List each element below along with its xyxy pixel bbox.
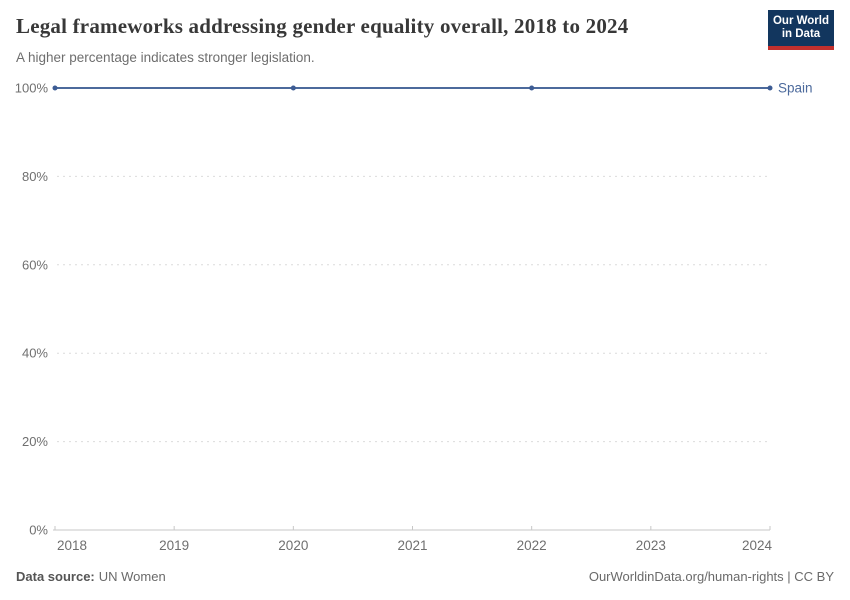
- x-tick-label: 2024: [742, 538, 773, 553]
- page-title: Legal frameworks addressing gender equal…: [16, 14, 629, 38]
- data-source-value: UN Women: [98, 569, 166, 584]
- credit-line[interactable]: OurWorldinData.org/human-rights | CC BY: [588, 569, 834, 584]
- y-tick-label: 40%: [22, 346, 48, 361]
- owid-logo: Our World in Data: [768, 10, 834, 50]
- y-tick-label: 100%: [15, 81, 49, 96]
- x-tick-label: 2022: [517, 538, 547, 553]
- y-tick-label: 80%: [22, 169, 48, 184]
- data-point-marker[interactable]: [52, 85, 58, 91]
- data-point-marker[interactable]: [529, 85, 535, 91]
- data-source: Data source: UN Women: [16, 569, 166, 584]
- data-point-marker[interactable]: [290, 85, 296, 91]
- data-source-label: Data source:: [16, 569, 95, 584]
- x-tick-label: 2018: [57, 538, 87, 553]
- x-tick-label: 2019: [159, 538, 189, 553]
- y-tick-label: 0%: [29, 523, 48, 538]
- owid-logo-line1: Our World: [772, 15, 829, 27]
- series-label-spain[interactable]: Spain: [778, 81, 813, 96]
- y-tick-label: 20%: [22, 434, 48, 449]
- owid-logo-line2: in Data: [781, 28, 821, 40]
- x-tick-label: 2021: [397, 538, 427, 553]
- chart-subtitle: A higher percentage indicates stronger l…: [16, 50, 315, 65]
- x-tick-label: 2023: [636, 538, 666, 553]
- data-point-marker[interactable]: [767, 85, 773, 91]
- y-tick-label: 60%: [22, 257, 48, 272]
- x-tick-label: 2020: [278, 538, 308, 553]
